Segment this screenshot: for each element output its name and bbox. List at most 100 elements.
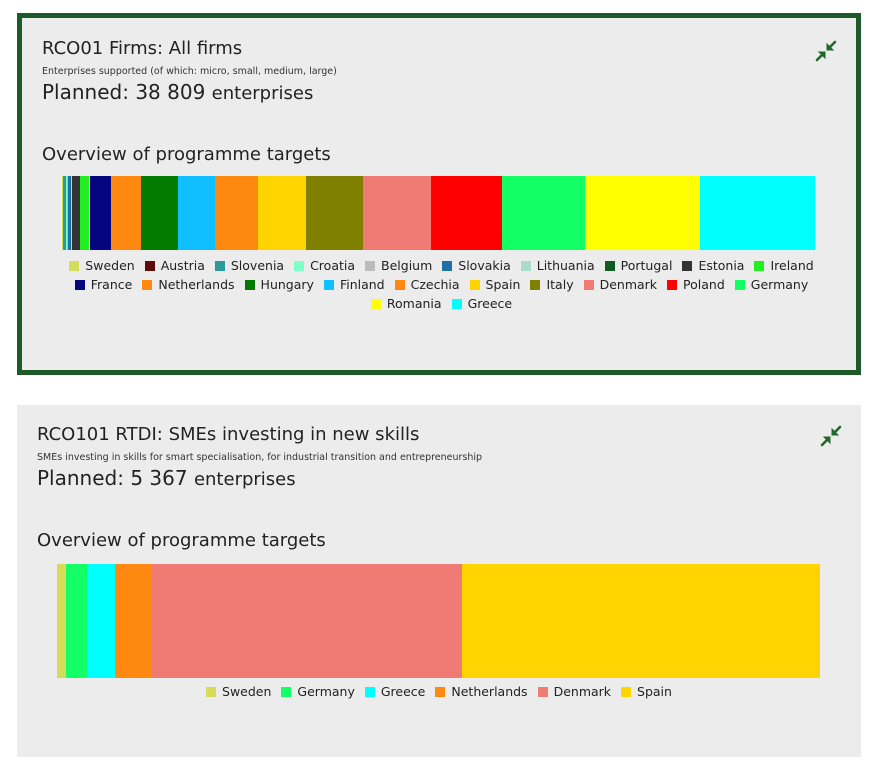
legend-swatch [754, 260, 765, 271]
legend-item-netherlands[interactable]: Netherlands [435, 684, 528, 699]
stacked-bar-chart [62, 176, 815, 250]
legend-item-germany[interactable]: Germany [281, 684, 355, 699]
planned-value: 5 367 [130, 466, 188, 490]
bar-segment-ireland[interactable] [80, 176, 90, 250]
bar-segment-denmark[interactable] [150, 564, 463, 678]
planned-label: Planned: [37, 466, 124, 490]
legend-item-spain[interactable]: Spain [621, 684, 672, 699]
legend-swatch [734, 279, 745, 290]
planned-unit: enterprises [193, 469, 296, 490]
legend-item-austria[interactable]: Austria [144, 258, 205, 273]
bar-segment-denmark[interactable] [362, 176, 431, 250]
legend-swatch [451, 298, 462, 309]
bar-segment-estonia[interactable] [72, 176, 81, 250]
bar-segment-portugal[interactable] [71, 176, 73, 250]
legend-item-sweden[interactable]: Sweden [69, 258, 135, 273]
legend-swatch [281, 686, 292, 697]
bar-segment-netherlands[interactable] [115, 564, 151, 678]
legend-swatch [621, 686, 632, 697]
legend-item-belgium[interactable]: Belgium [365, 258, 432, 273]
legend-label: France [90, 277, 133, 292]
bar-segment-finland[interactable] [177, 176, 215, 250]
legend-label: Sweden [222, 684, 272, 699]
legend-label: Czechia [410, 277, 460, 292]
bar-segment-lithuania[interactable] [70, 176, 72, 250]
legend-item-slovakia[interactable]: Slovakia [442, 258, 511, 273]
legend-item-denmark[interactable]: Denmark [583, 277, 657, 292]
legend-swatch [469, 279, 480, 290]
legend-item-poland[interactable]: Poland [667, 277, 725, 292]
legend-swatch [370, 298, 381, 309]
legend-label: Germany [750, 277, 809, 292]
legend-label: Lithuania [536, 258, 595, 273]
legend-item-lithuania[interactable]: Lithuania [520, 258, 595, 273]
legend-item-estonia[interactable]: Estonia [682, 258, 744, 273]
legend-item-netherlands[interactable]: Netherlands [142, 277, 235, 292]
legend-label: Spain [637, 684, 672, 699]
planned-unit: enterprises [211, 83, 314, 104]
legend-item-slovenia[interactable]: Slovenia [214, 258, 284, 273]
legend-item-hungary[interactable]: Hungary [244, 277, 314, 292]
bar-segment-poland[interactable] [430, 176, 503, 250]
bar-segment-greece[interactable] [86, 564, 116, 678]
bar-segment-belgium[interactable] [66, 176, 68, 250]
legend-item-finland[interactable]: Finland [323, 277, 385, 292]
collapse-arrows-icon[interactable] [820, 425, 842, 447]
bar-segment-slovakia[interactable] [67, 176, 71, 250]
legend-swatch [142, 279, 153, 290]
legend-item-ireland[interactable]: Ireland [754, 258, 814, 273]
legend-swatch [537, 686, 548, 697]
planned-target: Planned: 38 809 enterprises [42, 80, 313, 104]
legend-item-sweden[interactable]: Sweden [206, 684, 271, 699]
card-title: RCO101 RTDI: SMEs investing in new skill… [37, 424, 420, 445]
bar-segment-romania[interactable] [585, 176, 700, 250]
chart-legend: Sweden Austria Slovenia Croatia Belgium Slova… [42, 258, 841, 318]
legend-label: Hungary [260, 277, 314, 292]
bar-segment-slovenia[interactable] [63, 176, 66, 250]
legend-swatch [214, 260, 225, 271]
legend-item-czechia[interactable]: Czechia [394, 277, 460, 292]
legend-swatch [583, 279, 594, 290]
legend-item-italy[interactable]: Italy [530, 277, 574, 292]
bar-segment-greece[interactable] [699, 176, 815, 250]
bar-segment-sweden[interactable] [62, 176, 63, 250]
legend-item-greece[interactable]: Greece [364, 684, 425, 699]
legend-label: Denmark [553, 684, 612, 699]
legend-item-spain[interactable]: Spain [469, 277, 520, 292]
legend-swatch [530, 279, 541, 290]
legend-label: Croatia [310, 258, 356, 273]
legend-label: Slovakia [458, 258, 511, 273]
collapse-arrows-icon[interactable] [815, 40, 837, 62]
legend-swatch [442, 260, 453, 271]
legend-item-portugal[interactable]: Portugal [604, 258, 672, 273]
legend-swatch [435, 686, 446, 697]
planned-value: 38 809 [135, 80, 206, 104]
legend-label: Finland [339, 277, 385, 292]
bar-segment-croatia[interactable] [65, 176, 67, 250]
legend-swatch [144, 260, 155, 271]
legend-item-denmark[interactable]: Denmark [537, 684, 612, 699]
bar-segment-france[interactable] [89, 176, 111, 250]
bar-segment-germany[interactable] [65, 564, 87, 678]
bar-segment-hungary[interactable] [140, 176, 178, 250]
legend-label: Estonia [698, 258, 745, 273]
bar-segment-sweden[interactable] [57, 564, 66, 678]
legend-swatch [667, 279, 678, 290]
legend-item-germany[interactable]: Germany [734, 277, 809, 292]
legend-item-romania[interactable]: Romania [370, 296, 442, 311]
bar-segment-spain[interactable] [462, 564, 820, 678]
card-subtitle: SMEs investing in skills for smart speci… [37, 452, 483, 463]
legend-label: Italy [546, 277, 574, 292]
bar-segment-germany[interactable] [502, 176, 586, 250]
bar-segment-italy[interactable] [306, 176, 363, 250]
legend-item-greece[interactable]: Greece [451, 296, 512, 311]
indicator-card-rco01: RCO01 Firms: All firms Enterprises suppo… [17, 13, 861, 375]
legend-label: Austria [160, 258, 205, 273]
bar-segment-netherlands[interactable] [110, 176, 141, 250]
legend-label: Romania [386, 296, 442, 311]
legend-item-croatia[interactable]: Croatia [294, 258, 355, 273]
bar-segment-spain[interactable] [258, 176, 307, 250]
bar-segment-czechia[interactable] [214, 176, 259, 250]
legend-label: Poland [683, 277, 725, 292]
legend-item-france[interactable]: France [74, 277, 133, 292]
